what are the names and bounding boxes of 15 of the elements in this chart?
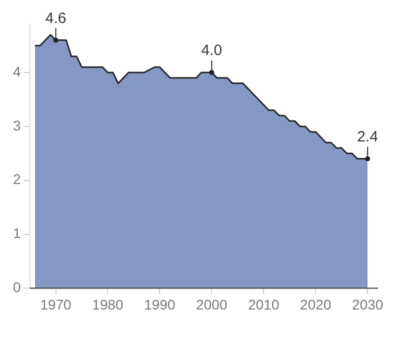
y-tick-label: 2	[12, 171, 21, 188]
y-tick-label: 3	[12, 117, 21, 134]
y-tick-label: 4	[12, 63, 21, 80]
annotation: 4.0	[201, 42, 222, 60]
x-tick-label: 2020	[300, 296, 332, 312]
x-tick-label: 2030	[352, 296, 384, 312]
x-tick-label: 1990	[144, 296, 176, 312]
annotation: 4.6	[45, 10, 66, 27]
x-tick-label: 2000	[196, 296, 228, 312]
x-tick-label: 1970	[40, 296, 72, 312]
x-tick-label: 1980	[92, 296, 124, 312]
y-tick-label: 1	[12, 225, 21, 242]
annotation: 2.4	[357, 128, 378, 146]
x-tick-label: 2010	[248, 296, 280, 312]
y-tick-label: 0	[12, 279, 21, 296]
